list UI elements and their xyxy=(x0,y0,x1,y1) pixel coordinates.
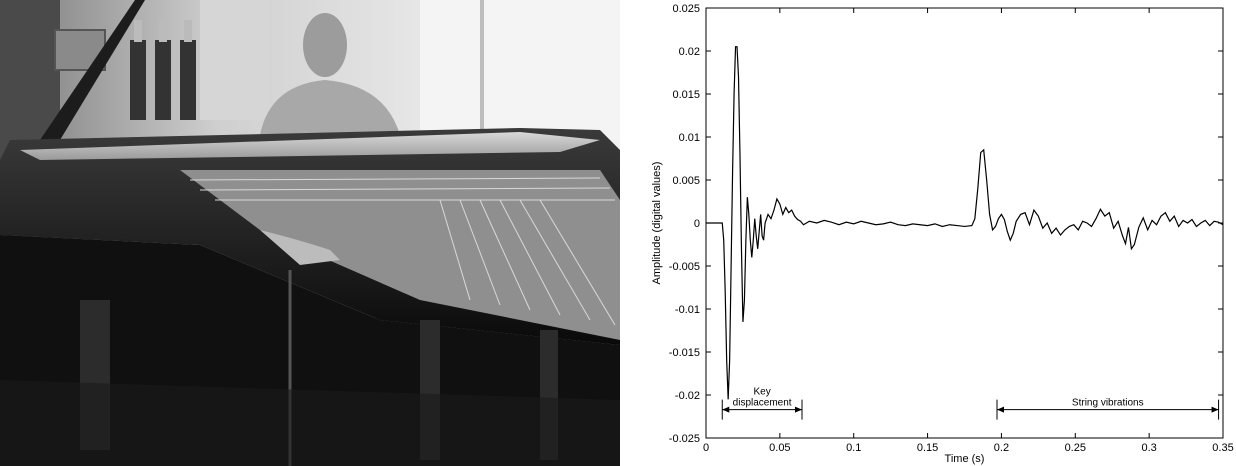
signal-series-line xyxy=(706,46,1224,400)
annotation-label: Key xyxy=(754,387,771,398)
y-tick-label: 0.015 xyxy=(672,89,700,101)
x-tick-label: 0.3 xyxy=(1141,442,1156,454)
y-tick-label: 0.01 xyxy=(679,132,700,144)
plot-frame xyxy=(705,7,1224,439)
annotation-label: displacement xyxy=(733,398,792,409)
x-tick-label: 0.2 xyxy=(994,442,1009,454)
y-axis-label: Amplitude (digital values) xyxy=(651,162,663,285)
y-tick-label: 0.025 xyxy=(672,3,700,15)
x-tick-label: 0.05 xyxy=(769,442,790,454)
y-tick-label: -0.015 xyxy=(669,347,700,359)
x-axis-label: Time (s) xyxy=(945,453,985,465)
y-tick-label: -0.01 xyxy=(675,304,700,316)
grand-piano-photo xyxy=(0,0,620,466)
annotation-arrow-right xyxy=(795,406,803,413)
y-axis-ticks: -0.025 -0.02 -0.015 -0.01 -0.005 0 0.005 0.01 0.… xyxy=(669,3,1223,445)
y-tick-label: -0.02 xyxy=(675,390,700,402)
annotation-arrow-left xyxy=(996,406,1004,413)
x-tick-label: 0.15 xyxy=(917,442,938,454)
annotation-arrow-right xyxy=(1211,406,1219,413)
amplitude-time-chart: -0.025 -0.02 -0.015 -0.01 -0.005 0 0.005 0.01 0.… xyxy=(651,3,1234,465)
x-tick-label: 0.35 xyxy=(1212,442,1233,454)
y-tick-label: 0.005 xyxy=(672,175,700,187)
x-tick-label: 0.25 xyxy=(1065,442,1086,454)
y-tick-label: -0.005 xyxy=(669,261,700,273)
x-tick-label: 0.1 xyxy=(846,442,861,454)
annotation-arrow-left xyxy=(722,406,730,413)
y-tick-label: -0.025 xyxy=(669,433,700,445)
annotation-label: String vibrations xyxy=(1072,398,1144,409)
x-tick-label: 0 xyxy=(703,442,709,454)
x-axis-ticks: 0 0.05 0.1 0.15 0.2 0.25 0.3 0.35 xyxy=(703,8,1234,454)
y-tick-label: 0 xyxy=(694,218,700,230)
y-tick-label: 0.02 xyxy=(679,46,700,58)
